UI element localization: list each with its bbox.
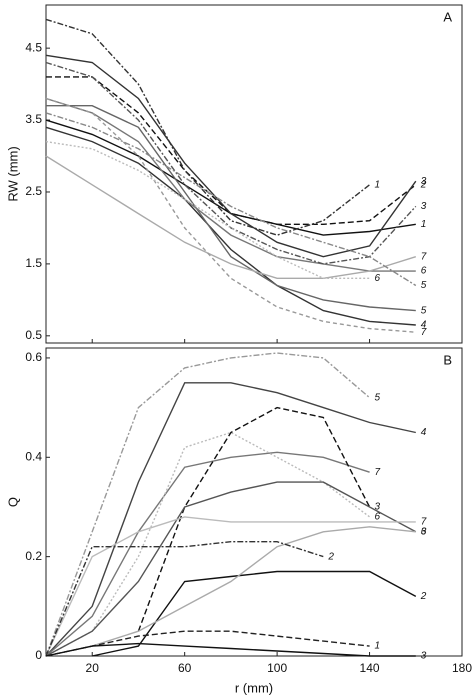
curve [45,97,416,333]
y-tick-label: 4.5 [25,40,42,54]
y-tick-label: 2.5 [25,184,42,198]
y-tick-label: 0 [35,648,42,662]
curve [45,382,416,657]
y-axis-title: Q [5,497,20,507]
curve-label: 4 [421,320,427,331]
x-tick-label: 100 [267,661,287,675]
curve-label: 5 [421,305,427,316]
y-axis-title: RW (mm) [5,146,20,201]
curve [45,431,371,657]
y-tick-label: 0.5 [25,328,42,342]
curve [45,140,370,279]
y-tick-label: 0.4 [25,449,42,463]
curve [45,526,416,657]
curve [45,352,371,657]
curve-label: 6 [421,266,427,277]
x-tick-label: 20 [86,661,100,675]
curve [45,126,416,326]
y-tick-label: 0.2 [25,549,42,563]
curve [45,112,417,287]
curve-label: 2 [420,179,427,190]
curve-label: 3 [421,651,427,662]
curve [45,541,324,657]
curve [45,481,417,657]
y-tick-label: 1.5 [25,256,42,270]
curve [46,76,417,225]
panel-label: B [443,352,452,367]
curve [45,18,371,236]
curve-label: 6 [421,526,427,537]
curve [45,97,416,272]
curve-label: 1 [375,179,381,190]
curve [45,451,370,657]
curve [45,630,370,657]
curve [45,516,416,657]
x-axis-title: r (mm) [235,680,273,695]
y-tick-label: 0.6 [25,350,42,364]
curve-label: 6 [375,273,381,284]
curve [45,61,417,265]
curve [45,155,417,279]
curve-label: 2 [327,551,334,562]
plot-frame [45,4,463,344]
x-tick-label: 180 [452,661,472,675]
curve-label: 3 [375,502,381,513]
y-tick-label: 3.5 [25,112,42,126]
curve-label: 7 [421,251,427,262]
curve-label: 3 [421,176,427,187]
curve [46,105,416,312]
curve-label: 5 [421,280,427,291]
curve-label: 6 [375,512,381,523]
curve [45,119,416,236]
curve-label: 1 [421,219,427,230]
curve-label: 5 [375,392,381,403]
curve-label: 1 [375,641,381,652]
curve-label: 7 [421,327,427,338]
plot-frame [45,347,463,657]
curve [45,54,417,258]
curve-label: 7 [375,467,381,478]
x-tick-label: 60 [178,661,192,675]
curve-label: 7 [421,517,427,528]
curve [137,406,371,632]
curve-label: 4 [421,427,427,438]
panel-label: A [443,9,452,24]
x-tick-label: 140 [360,661,380,675]
curve [45,642,416,657]
curve-label: 3 [421,526,427,537]
curve-label: 3 [421,201,427,212]
curve-label: 2 [420,591,427,602]
